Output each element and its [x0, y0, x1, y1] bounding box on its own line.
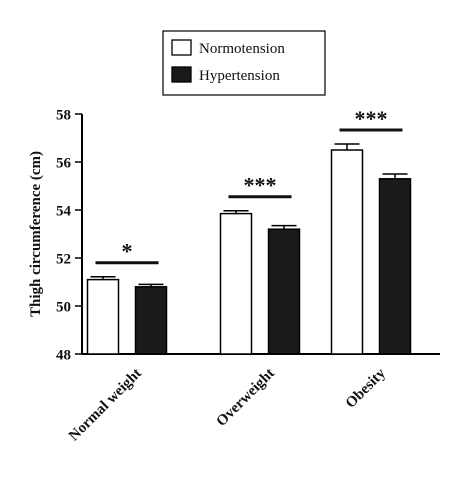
- significance-label: ***: [244, 173, 277, 198]
- legend-swatch-hypertension: [171, 66, 192, 83]
- y-tick-label-56: 56: [56, 156, 72, 172]
- bar-normotension-normal-weight: [86, 278, 120, 355]
- significance-label: *: [122, 239, 133, 264]
- bar-hypertension-obesity: [378, 178, 412, 355]
- legend-label-hypertension: Hypertension: [199, 68, 280, 84]
- significance-label: ***: [355, 106, 388, 131]
- y-tick-label-50: 50: [56, 300, 71, 316]
- bars: [86, 143, 412, 355]
- bar-normotension-overweight: [219, 212, 253, 355]
- y-tick-label-58: 58: [56, 108, 71, 124]
- legend-swatch-normotension: [171, 39, 192, 56]
- y-axis-label: Thigh circumference (cm): [28, 151, 44, 317]
- y-tick-label-48: 48: [56, 348, 71, 364]
- legend: Normotension Hypertension: [162, 30, 326, 96]
- x-tick-label-normal-weight: Normal weight: [66, 366, 145, 445]
- y-tick-label-54: 54: [56, 204, 72, 220]
- legend-label-normotension: Normotension: [199, 41, 285, 57]
- y-tick-label-52: 52: [56, 252, 71, 268]
- x-tick-label-obesity: Obesity: [343, 365, 389, 411]
- significance-markers: *******: [95, 106, 403, 265]
- bar-hypertension-normal-weight: [134, 286, 168, 355]
- bar-normotension-obesity: [330, 149, 364, 355]
- x-tick-label-overweight: Overweight: [213, 366, 277, 430]
- bar-hypertension-overweight: [267, 228, 301, 355]
- x-tick-labels: Normal weight Overweight Obesity: [66, 365, 389, 444]
